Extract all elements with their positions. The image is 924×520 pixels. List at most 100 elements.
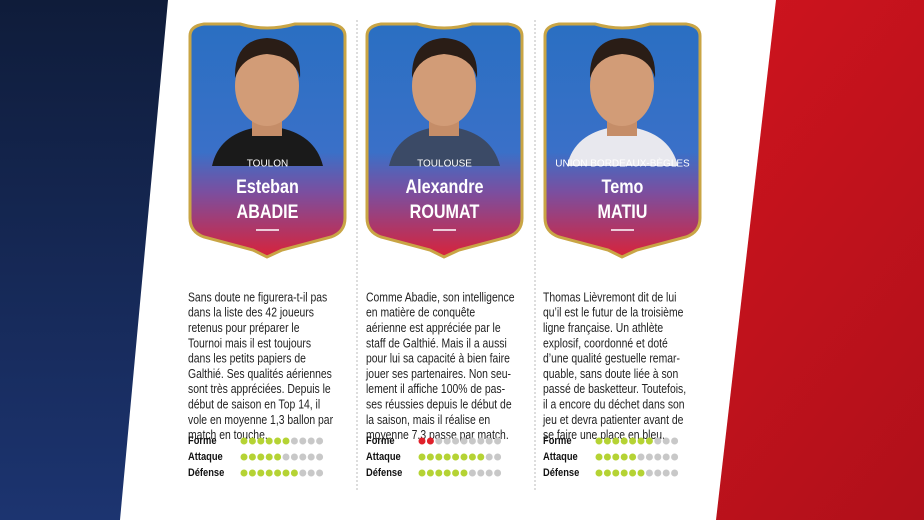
description-line: aérienne est appréciée par le	[366, 321, 501, 335]
description-line: Tournoi mais il est toujours	[188, 336, 311, 350]
description-line: Thomas Lièvremont dit de lui	[543, 290, 676, 304]
description-line: explosif, coordonné et doté	[543, 336, 668, 350]
rating-dot	[426, 437, 434, 445]
rating-dot	[452, 453, 460, 461]
rating-dot-empty	[307, 453, 315, 461]
club-name: TOULON	[247, 159, 289, 170]
rating-label: Attaque	[366, 451, 401, 463]
rating-dot-empty	[282, 453, 290, 461]
rating-dot-empty	[468, 469, 476, 477]
rating-dot	[637, 469, 645, 477]
rating-dot	[595, 437, 603, 445]
rating-dot-empty	[662, 437, 670, 445]
hair	[234, 38, 301, 78]
player-description: Thomas Lièvremont dit de lui qu’il est le…	[542, 290, 686, 442]
club-name: UNION BORDEAUX-BÈGLES	[555, 157, 690, 170]
club-name: TOULOUSE	[417, 159, 472, 170]
rating-dot-empty	[485, 453, 493, 461]
rating-dot	[418, 437, 426, 445]
rating-dot-empty	[494, 437, 502, 445]
description-line: pour lui sa capacité à bien faire	[366, 352, 510, 366]
rating-dot-empty	[645, 453, 653, 461]
rating-dot	[468, 453, 476, 461]
rating-label: Forme	[543, 435, 572, 447]
rating-dot	[274, 437, 282, 445]
rating-dot-empty	[452, 437, 460, 445]
rating-dot	[274, 469, 282, 477]
rating-dot-empty	[299, 437, 307, 445]
rating-dot-empty	[645, 469, 653, 477]
description-line: en matière de conquête	[366, 306, 476, 320]
rating-dot-empty	[307, 437, 315, 445]
description-line: lement il affiche 100% de pas-	[366, 382, 505, 396]
rating-dot	[435, 469, 443, 477]
player-photo	[212, 38, 323, 166]
player-card: UNION BORDEAUX-BÈGLES Temo MATIU	[543, 22, 702, 259]
player-description: Sans doute ne figurera-t-il pas dans la l…	[188, 290, 333, 442]
rating-dot	[603, 437, 611, 445]
rating-dot	[265, 453, 273, 461]
description-line: ligne française. Un athlète	[543, 321, 664, 335]
rating-label: Défense	[188, 467, 225, 479]
rating-dot-empty	[671, 453, 679, 461]
description-line: dans les petits papiers de	[188, 352, 306, 366]
rating-dot	[274, 453, 282, 461]
description-line: staff de Galthié. Mais il a aussi	[366, 336, 507, 350]
hair	[411, 38, 478, 78]
rating-dot	[248, 437, 256, 445]
rating-dot-empty	[290, 453, 298, 461]
rating-dot-empty	[468, 437, 476, 445]
description-line: d’une qualité gestuelle remar-	[543, 352, 680, 366]
rating-label: Forme	[366, 435, 395, 447]
description-line: début de saison en Top 14, il	[188, 397, 320, 411]
rating-dot	[612, 453, 620, 461]
face	[235, 46, 299, 126]
rating-dot-empty	[671, 437, 679, 445]
description-line: passé de basketteur. Toutefois,	[543, 382, 686, 396]
rating-dot	[248, 469, 256, 477]
rating-dot	[290, 469, 298, 477]
first-name: Esteban	[236, 176, 299, 198]
rating-dot	[460, 469, 468, 477]
rating-dot	[620, 437, 628, 445]
player-photo	[567, 38, 678, 166]
rating-dot-empty	[477, 437, 485, 445]
rating-dot	[282, 437, 290, 445]
rating-dot	[452, 469, 460, 477]
rating-dot	[248, 453, 256, 461]
rating-dot-empty	[435, 437, 443, 445]
rating-dot	[265, 437, 273, 445]
last-name: ROUMAT	[410, 201, 480, 223]
rating-dot	[426, 469, 434, 477]
rating-dot-empty	[460, 437, 468, 445]
rating-dot-empty	[307, 469, 315, 477]
rating-dot	[257, 437, 265, 445]
rating-dot-empty	[316, 453, 324, 461]
rating-dot	[620, 453, 628, 461]
rating-dot-empty	[316, 469, 324, 477]
rating-dot-empty	[637, 453, 645, 461]
rating-label: Défense	[543, 467, 580, 479]
shoulders	[567, 126, 678, 166]
rating-dot	[595, 469, 603, 477]
rating-dot	[240, 453, 248, 461]
rating-dot-empty	[299, 469, 307, 477]
description-line: Comme Abadie, son intelligence	[366, 290, 515, 304]
player-card: TOULON Esteban ABADIE	[188, 22, 347, 259]
rating-dot	[443, 469, 451, 477]
rating-dot	[240, 437, 248, 445]
rating-dot	[443, 453, 451, 461]
first-name: Temo	[602, 176, 644, 198]
rating-dot	[595, 453, 603, 461]
description-line: qu’il est le futur de la troisième	[543, 306, 684, 320]
rating-dot-empty	[671, 469, 679, 477]
rating-dot-empty	[494, 453, 502, 461]
description-line: il a encore du déchet dans son	[543, 397, 685, 411]
hair	[589, 38, 656, 78]
rating-dot-empty	[477, 469, 485, 477]
description-line: sont très appréciées. Depuis le	[188, 382, 331, 396]
shoulders	[389, 126, 500, 166]
player-photo	[389, 38, 500, 166]
rating-dot	[257, 469, 265, 477]
